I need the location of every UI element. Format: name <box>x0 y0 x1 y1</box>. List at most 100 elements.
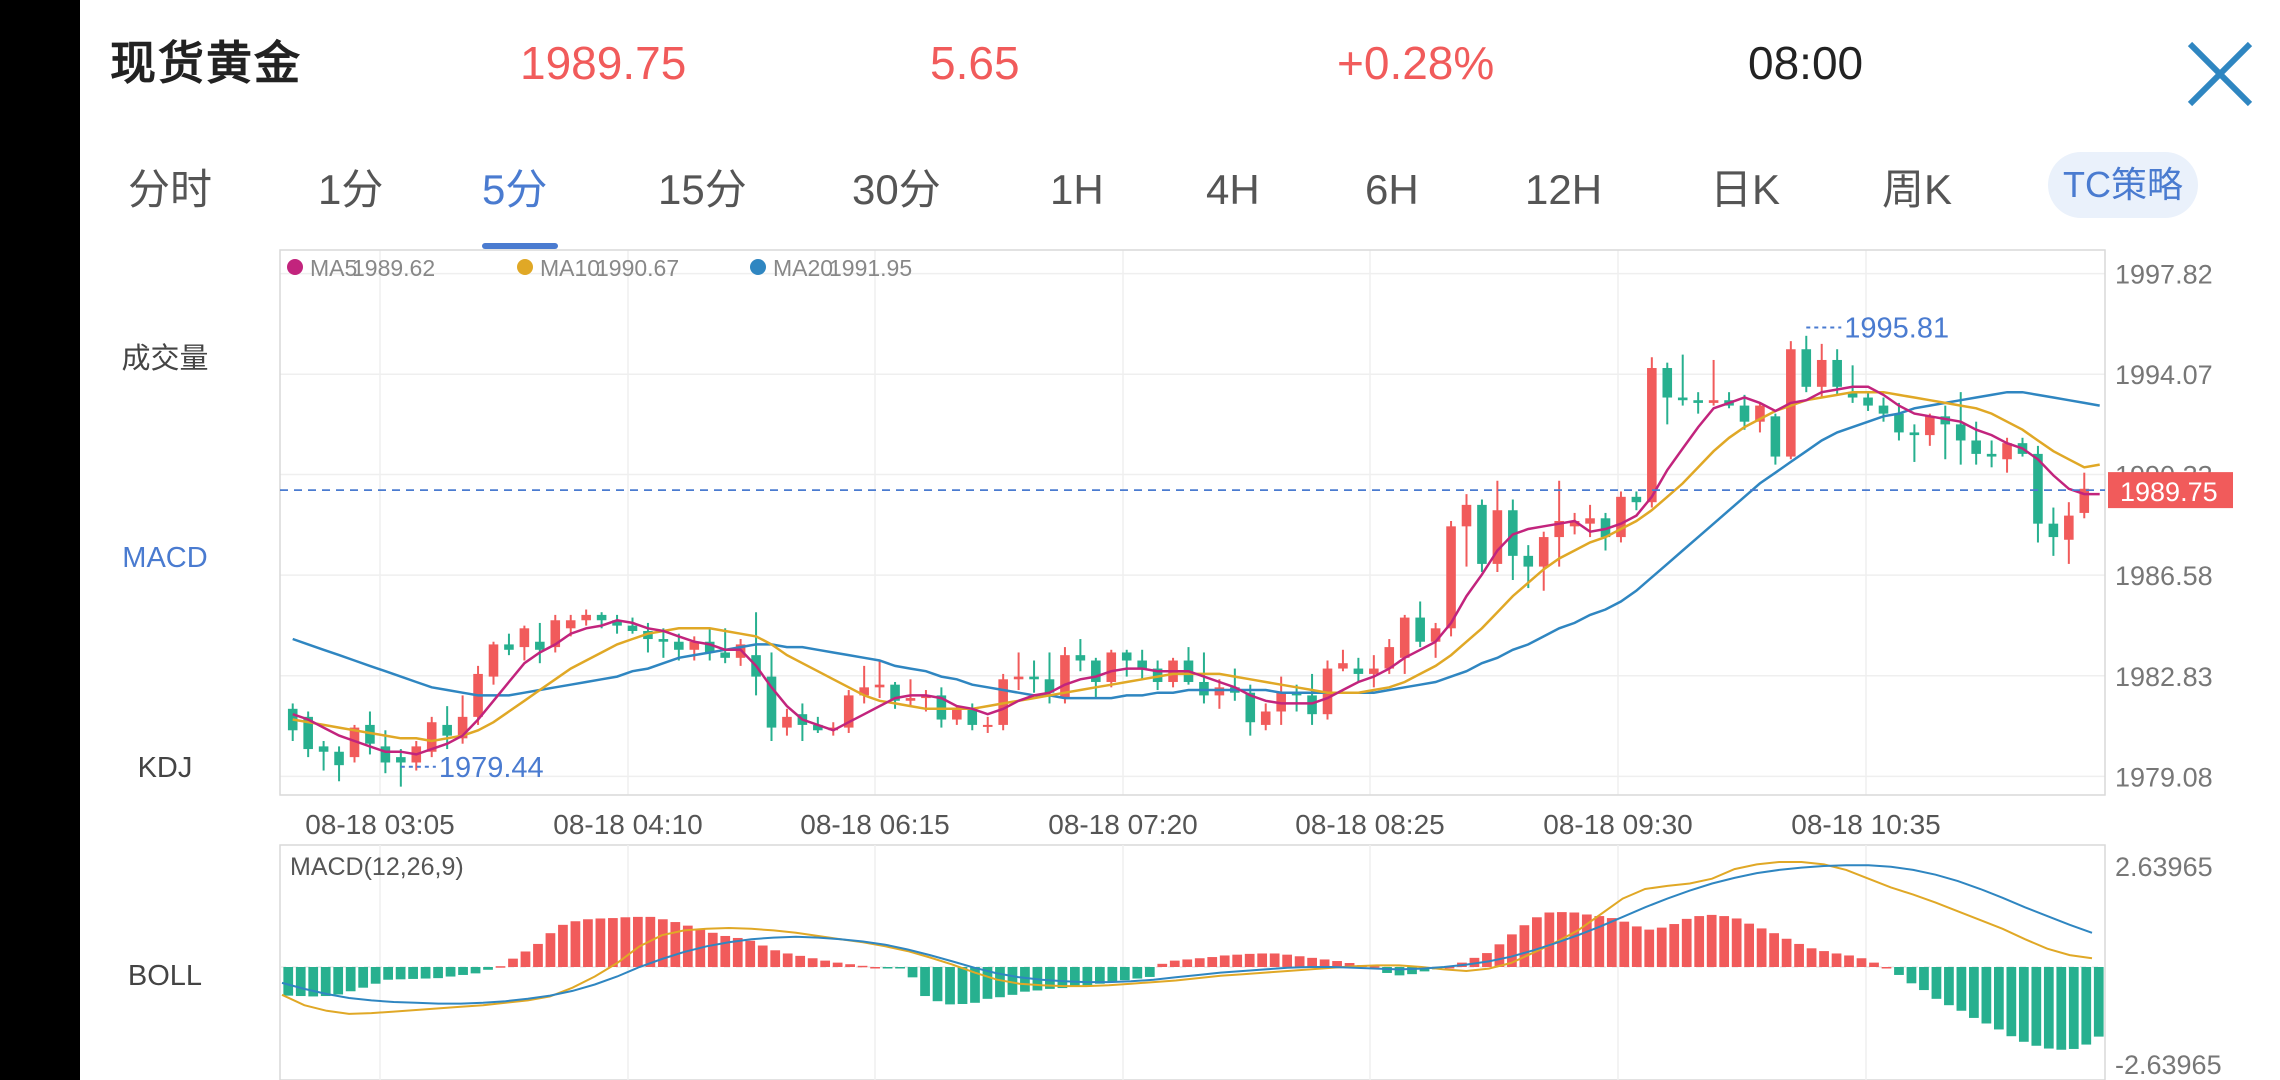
macd-bar <box>458 967 468 975</box>
tab-1min[interactable]: 1分 <box>318 166 384 213</box>
x-tick-label: 08-18 07:20 <box>1048 809 1197 840</box>
macd-bar <box>1794 943 1804 967</box>
macd-bar <box>1394 967 1405 976</box>
tab-15min[interactable]: 15分 <box>658 166 747 213</box>
macd-bar <box>670 922 681 967</box>
candle <box>1894 402 1904 441</box>
macd-bar <box>1132 967 1143 979</box>
macd-bar <box>1070 967 1080 987</box>
macd-bar <box>1207 957 1218 967</box>
macd-bar <box>1020 967 1030 992</box>
indicator-volume[interactable]: 成交量 <box>121 343 209 375</box>
tab-weekly[interactable]: 周K <box>1882 166 1953 213</box>
candle <box>720 628 730 664</box>
macd-bar <box>907 967 918 978</box>
candle <box>1322 660 1333 720</box>
macd-bar <box>1007 967 1018 995</box>
x-tick-label: 08-18 09:30 <box>1543 809 1692 840</box>
candle <box>1137 649 1147 680</box>
macd-bar <box>1856 958 1867 967</box>
candle <box>2064 502 2074 564</box>
last-price-tag <box>2108 472 2233 509</box>
indicator-kdj[interactable]: KDJ <box>137 752 193 784</box>
macd-bar <box>1894 967 1904 975</box>
legend-label-ma10: MA10 <box>540 255 600 281</box>
candle <box>1199 652 1209 704</box>
macd-bar <box>595 918 606 967</box>
candle <box>982 716 993 733</box>
macd-bar <box>832 962 843 967</box>
candle <box>1168 657 1178 688</box>
close-icon[interactable] <box>2180 30 2260 110</box>
macd-bar <box>1969 967 1979 1018</box>
macd-bar <box>2081 967 2092 1045</box>
macd-bar <box>745 940 756 967</box>
macd-bar <box>1157 963 1168 967</box>
macd-bar <box>1606 918 1617 967</box>
candle <box>1693 392 1703 414</box>
macd-bar <box>508 958 518 967</box>
tc-strategy-button[interactable]: TC策略 <box>2048 152 2198 218</box>
candle <box>1477 499 1487 572</box>
indicator-macd[interactable]: MACD <box>122 542 208 574</box>
candle <box>1662 362 1673 425</box>
candle <box>1260 703 1271 731</box>
ma5-line <box>292 385 2100 756</box>
candle <box>1214 679 1225 709</box>
candle <box>1616 491 1626 543</box>
legend-dot-ma10 <box>517 259 533 275</box>
tab-5min[interactable]: 5分 <box>482 166 548 213</box>
macd-bar <box>2056 967 2067 1050</box>
candle <box>1399 614 1410 674</box>
candle <box>2033 445 2043 543</box>
tab-6h[interactable]: 6H <box>1365 166 1419 213</box>
macd-bar <box>570 921 581 967</box>
macd-bar <box>2043 967 2054 1049</box>
tab-12h[interactable]: 12H <box>1525 166 1603 213</box>
macd-bar <box>1619 921 1630 967</box>
tab-fenshi[interactable]: 分时 <box>128 166 213 213</box>
tab-4h[interactable]: 4H <box>1206 166 1260 213</box>
candle <box>1940 405 1951 460</box>
macd-bar <box>982 967 993 999</box>
indicator-boll[interactable]: BOLL <box>127 960 203 992</box>
macd-bar <box>408 967 418 979</box>
min-price-label: 1979.44 <box>439 752 544 784</box>
macd-bar <box>433 967 443 979</box>
candle <box>1152 660 1163 691</box>
tab-1h[interactable]: 1H <box>1050 166 1104 213</box>
macd-bar <box>932 967 943 1002</box>
candle <box>1538 531 1549 591</box>
legend-label-ma5: MA5 <box>310 255 357 281</box>
macd-bar <box>1257 953 1268 967</box>
price-change: 5.65 <box>930 37 1020 89</box>
macd-bar <box>1756 928 1767 967</box>
macd-bar <box>1144 967 1155 977</box>
candle <box>751 612 761 696</box>
macd-bar <box>1294 956 1305 967</box>
candle <box>318 741 329 771</box>
macd-bar <box>1194 958 1205 967</box>
macd-bar <box>445 967 456 977</box>
macd-bar <box>845 964 855 967</box>
macd-bar <box>283 967 294 996</box>
ma-lines <box>292 385 2100 756</box>
tab-daily[interactable]: 日K <box>1710 166 1781 213</box>
legend-value-ma5: 1989.62 <box>352 255 435 281</box>
macd-bar <box>1082 967 1093 986</box>
macd-bar <box>520 951 531 967</box>
current-price: 1989.75 <box>520 37 687 89</box>
macd-bar <box>895 967 905 969</box>
macd-bar <box>1781 938 1792 967</box>
macd-bar <box>1182 959 1193 967</box>
macd-bar <box>1369 966 1380 968</box>
macd-bar <box>1631 926 1642 967</box>
macd-bar <box>1169 960 1180 967</box>
macd-bar <box>1681 918 1692 967</box>
legend-label-ma20: MA20 <box>773 255 833 281</box>
candle <box>1492 480 1503 572</box>
macd-bar <box>1844 955 1854 967</box>
tab-30min[interactable]: 30分 <box>852 166 941 213</box>
